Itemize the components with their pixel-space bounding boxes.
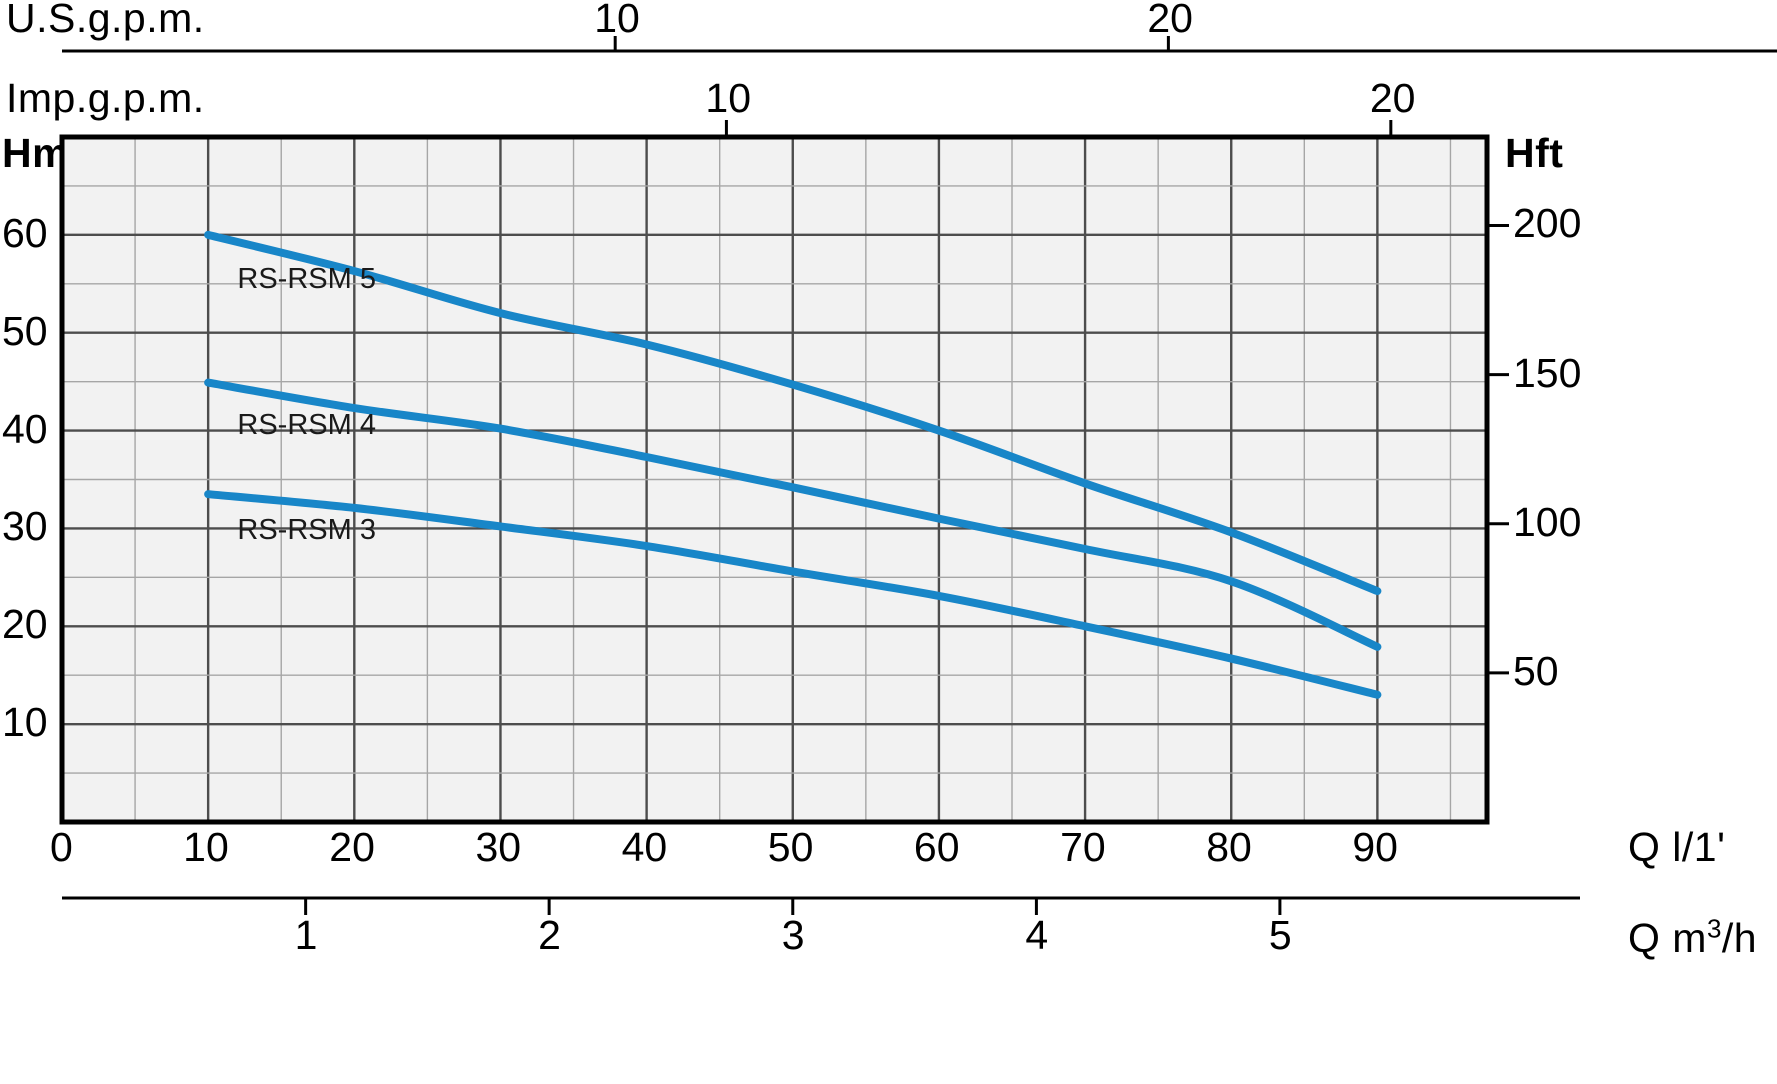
series-label-0: RS-RSM 5 [237, 262, 376, 295]
bottom-inner-tick-0: 0 [50, 824, 73, 870]
curve-rs-rsm-5 [204, 230, 1382, 596]
top-inner-tick-1: 20 [1369, 75, 1416, 121]
q-m3h-text: Q m3/h [1628, 913, 1758, 961]
bottom-outer-tick-3: 3 [781, 912, 805, 958]
bottom-inner-tick-70: 70 [1060, 824, 1106, 870]
bottom-inner-tick-60: 60 [913, 824, 960, 870]
axis-title-q-lmin: Q l/1' [1628, 824, 1726, 870]
axis-title-hft: Hft [1505, 130, 1564, 176]
axis-title-us-gpm: U.S.g.p.m. [6, 0, 205, 41]
left-tick-60: 60 [2, 209, 48, 256]
axis-title-hm: Hm [2, 130, 70, 176]
axis-title-q-m3h: Q m3/h [1628, 915, 1757, 959]
bottom-outer-tick-2: 2 [538, 912, 561, 958]
right-tick-150: 150 [1513, 349, 1582, 396]
bottom-inner-tick-50: 50 [767, 824, 814, 870]
bottom-inner-tick-30: 30 [475, 824, 522, 870]
right-tick-50: 50 [1513, 647, 1559, 694]
bottom-outer-tick-5: 5 [1268, 912, 1292, 958]
left-tick-10: 10 [2, 699, 48, 746]
axis-title-imp-gpm: Imp.g.p.m. [6, 75, 205, 121]
left-tick-40: 40 [2, 405, 48, 452]
bottom-inner-tick-20: 20 [329, 824, 375, 870]
series-label-1: RS-RSM 4 [237, 408, 376, 441]
bottom-inner-tick-40: 40 [621, 824, 668, 870]
top-outer-axis [62, 36, 1777, 53]
right-tick-100: 100 [1513, 498, 1582, 545]
bottom-inner-tick-10: 10 [183, 824, 229, 870]
curve-rs-rsm-3 [204, 490, 1382, 699]
right-tick-200: 200 [1513, 200, 1582, 247]
series-label-2: RS-RSM 3 [237, 514, 376, 547]
curve-rs-rsm-4 [204, 378, 1382, 651]
bottom-outer-tick-1: 1 [294, 912, 318, 958]
bottom-outer-tick-4: 4 [1025, 912, 1049, 958]
left-tick-50: 50 [2, 307, 48, 354]
top-outer-tick-0: 10 [594, 0, 640, 41]
bottom-inner-tick-90: 90 [1352, 824, 1398, 870]
bottom-inner-tick-80: 80 [1206, 824, 1252, 870]
left-tick-30: 30 [2, 503, 48, 550]
top-inner-tick-0: 10 [705, 75, 752, 121]
left-tick-20: 20 [2, 601, 48, 648]
top-outer-tick-1: 20 [1147, 0, 1193, 41]
